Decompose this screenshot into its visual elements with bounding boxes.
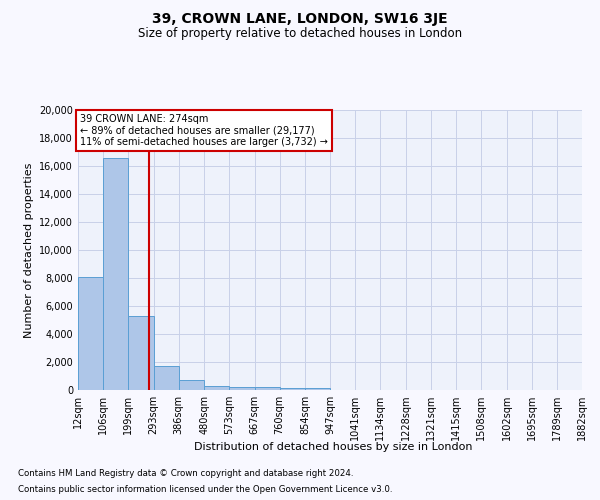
Y-axis label: Number of detached properties: Number of detached properties [24, 162, 34, 338]
Bar [128, 316, 154, 390]
Bar [154, 366, 179, 390]
Bar [254, 387, 280, 390]
Text: Contains HM Land Registry data © Crown copyright and database right 2024.: Contains HM Land Registry data © Crown c… [18, 468, 353, 477]
Text: 39 CROWN LANE: 274sqm
← 89% of detached houses are smaller (29,177)
11% of semi-: 39 CROWN LANE: 274sqm ← 89% of detached … [80, 114, 328, 148]
Bar [78, 276, 103, 390]
Text: Contains public sector information licensed under the Open Government Licence v3: Contains public sector information licen… [18, 485, 392, 494]
Bar [280, 388, 305, 390]
Bar [229, 387, 254, 390]
Bar [305, 388, 330, 390]
Text: Distribution of detached houses by size in London: Distribution of detached houses by size … [194, 442, 472, 452]
Bar [179, 380, 204, 390]
Text: 39, CROWN LANE, LONDON, SW16 3JE: 39, CROWN LANE, LONDON, SW16 3JE [152, 12, 448, 26]
Bar [103, 158, 128, 390]
Text: Size of property relative to detached houses in London: Size of property relative to detached ho… [138, 28, 462, 40]
Bar [204, 386, 229, 390]
